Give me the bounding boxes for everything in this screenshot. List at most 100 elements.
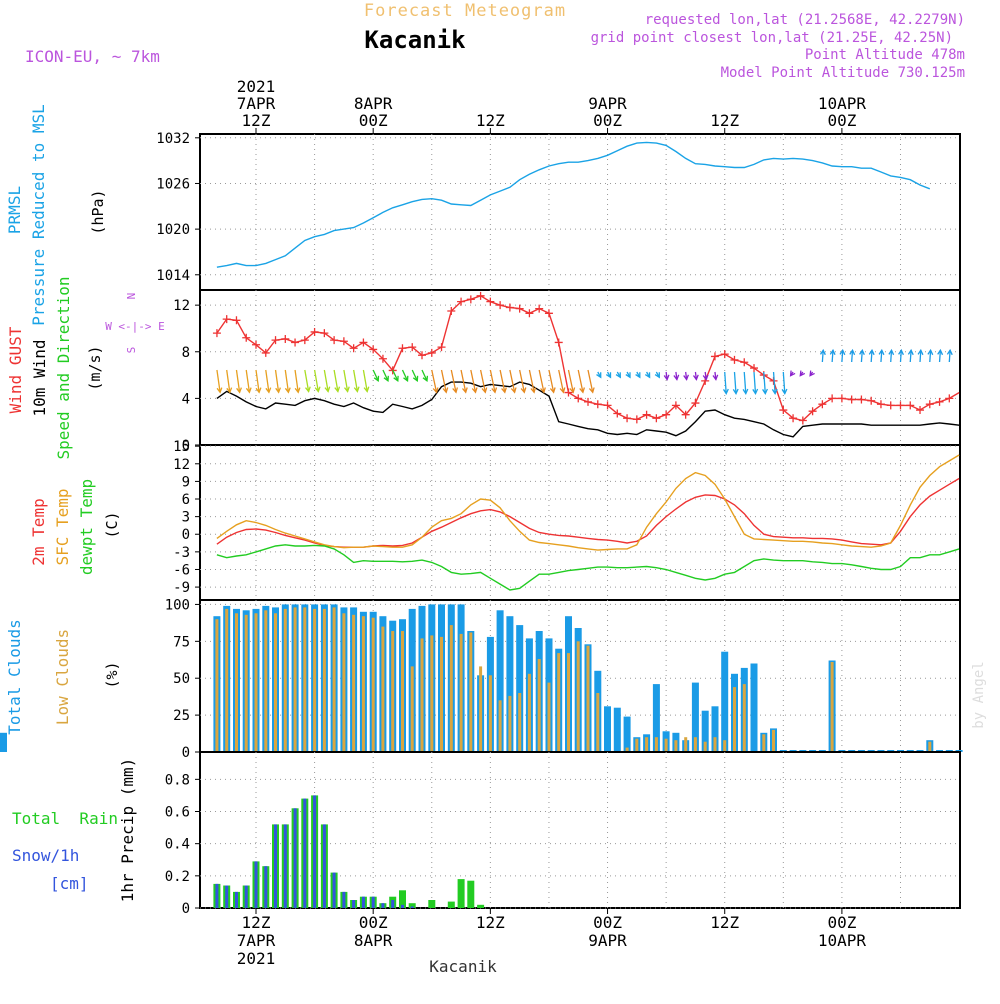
low-cloud-bar	[733, 687, 736, 752]
t2m-label: 2m Temp	[29, 498, 48, 565]
gust-marker	[476, 291, 485, 300]
wind-arrow	[421, 369, 428, 382]
wind-arrow-head	[742, 388, 749, 395]
wind-arrow-head	[946, 348, 953, 356]
wind-arrow-head	[343, 386, 350, 393]
pressure-labels: PRMSL Pressure Reduced to MSL (hPa)	[5, 104, 107, 326]
y-tick-label: 0	[182, 745, 190, 761]
wind-arrow	[763, 371, 766, 394]
gust-marker	[222, 315, 231, 324]
gust-marker	[730, 355, 739, 364]
wind-arrow	[479, 369, 486, 393]
precip-labels: Total Rain Snow/1h [cm] 1hr Precip (mm)	[12, 758, 137, 903]
low-cloud-bar	[703, 741, 707, 752]
clouds-unit: (%)	[103, 661, 121, 688]
wind-arrow-head	[732, 388, 739, 395]
low-cloud-bar	[381, 626, 385, 752]
gust-marker	[798, 416, 807, 425]
gust-marker	[574, 394, 583, 403]
y-tick-label: 25	[173, 708, 190, 724]
wind-arrow-head	[383, 375, 389, 383]
snow-bar	[322, 824, 326, 908]
low-cloud-bar	[928, 741, 932, 752]
gust-marker	[378, 354, 387, 363]
gust-marker	[593, 400, 602, 409]
gust-marker	[349, 344, 358, 353]
gust-marker	[837, 394, 846, 403]
gust-marker	[916, 406, 925, 415]
gust-marker	[330, 336, 339, 345]
wind-arrow	[772, 371, 776, 394]
bottom-time-label: 00Z	[359, 913, 388, 932]
bottom-time-label: 12Z	[242, 913, 271, 932]
wind-arrow-head	[520, 387, 527, 394]
wind-arrow-head	[412, 375, 419, 383]
gust-marker	[906, 401, 915, 410]
low-cloud-bar	[830, 662, 834, 752]
bottom-time-label: 00Z	[593, 913, 622, 932]
wind-arrow-head	[275, 387, 282, 394]
low-cloud-bar	[215, 619, 219, 752]
y-tick-label: 1026	[156, 176, 190, 192]
total-cloud-bar	[623, 716, 631, 752]
low-cloud-bar	[303, 607, 307, 752]
low-cloud-bar	[693, 737, 697, 752]
y-tick-label: 0.6	[165, 805, 190, 821]
low-cloud-bar	[654, 737, 658, 752]
wind-arrow	[294, 369, 299, 393]
y-tick-label: -9	[173, 580, 190, 596]
low-cloud-bar	[547, 682, 551, 752]
series-line-sfc-temp	[216, 454, 960, 551]
gust-marker	[486, 297, 495, 306]
top-time-label: 10APR	[818, 94, 867, 113]
gust-marker	[310, 327, 319, 336]
wind-arrow-head	[245, 387, 252, 394]
wind-arrow-head	[702, 374, 709, 381]
y-tick-label: -6	[173, 562, 190, 578]
wind-arrow	[909, 350, 912, 363]
gust-marker	[271, 336, 280, 345]
compass-we: W <-|-> E	[105, 320, 165, 333]
precip-axis-label: 1hr Precip (mm)	[118, 758, 137, 903]
low-cloud-bar	[225, 608, 229, 752]
bottom-time-label: 12Z	[710, 913, 739, 932]
compass-n: N	[125, 293, 138, 300]
gust-marker	[681, 410, 690, 419]
gust-marker	[603, 401, 612, 410]
gridpoint-coords: grid point closest lon,lat (21.25E, 42.2…	[591, 30, 953, 46]
gust-marker	[740, 358, 749, 367]
bottom-time-label: 00Z	[827, 913, 856, 932]
low-cloud-bar	[635, 738, 639, 752]
snow-bar	[225, 885, 229, 908]
total-cloud-bar	[604, 706, 611, 752]
snow-bar	[215, 883, 219, 908]
low-cloud-bar	[313, 608, 317, 752]
snow-bar	[303, 798, 307, 908]
model-label: ICON-EU, ~ 7km	[25, 47, 160, 66]
wind-labels: Wind GUST 10m Wind Speed and Direction (…	[6, 276, 165, 459]
wind-arrow	[890, 350, 893, 363]
wind-arrow	[851, 350, 854, 363]
low-cloud-bar	[420, 638, 424, 752]
gust-marker	[408, 343, 417, 352]
wind-arrow-head	[799, 370, 806, 377]
credit: by Angel	[971, 661, 987, 728]
wind-arrow	[333, 369, 339, 392]
wind-arrow	[304, 369, 310, 392]
wind-arrow-head	[898, 348, 904, 356]
wind-arrow-head	[752, 388, 759, 395]
gust-marker	[232, 316, 241, 325]
wind-arrow	[431, 369, 438, 393]
low-cloud-bar	[537, 659, 541, 752]
gust-marker	[369, 345, 378, 354]
wind-arrow-head	[625, 372, 631, 379]
low-cloud-bar	[430, 635, 434, 752]
wind-arrow-head	[432, 387, 439, 394]
snow-bar	[391, 900, 395, 908]
wind-arrow-head	[452, 387, 459, 394]
total-cloud-bar	[496, 610, 504, 752]
low-cloud-bar	[625, 747, 629, 752]
low-cloud-bar	[332, 607, 336, 752]
low-cloud-bar	[527, 673, 531, 752]
wind-arrow-head	[422, 375, 429, 383]
